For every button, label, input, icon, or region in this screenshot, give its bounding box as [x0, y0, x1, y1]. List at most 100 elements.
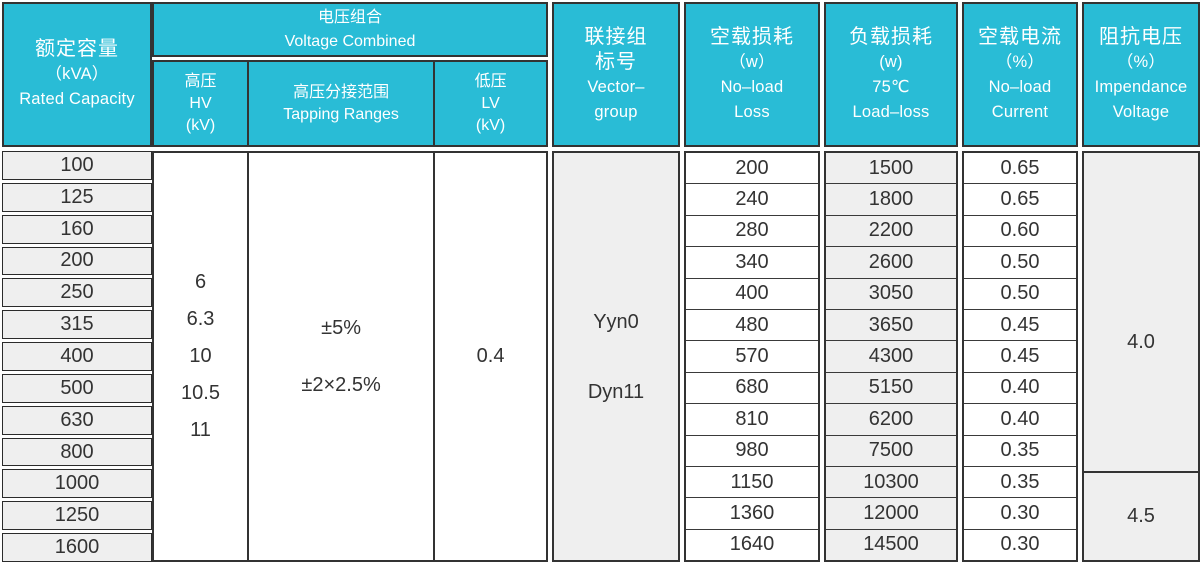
- capacity-cell: 1000: [2, 469, 152, 499]
- header-load-loss: 负载损耗 (w) 75℃ Load–loss: [824, 2, 958, 147]
- header-hv: 高压 HV (kV): [154, 62, 248, 145]
- no-load-loss-cell: 200: [735, 156, 769, 179]
- no-load-loss-cell: 980: [686, 434, 818, 466]
- load-loss-cell: 5150: [826, 371, 956, 403]
- capacity-cell: 400: [2, 342, 152, 371]
- voltage-body: 6 6.3 10 10.5 11 ±5% ±2×2.5% 0.4: [152, 151, 548, 562]
- load-loss-cell: 3050: [826, 277, 956, 309]
- header-voltage-combined-zh: 电压组合: [317, 8, 382, 26]
- load-loss-cell: 4300: [826, 340, 956, 371]
- header-lv-zh: 低压: [474, 72, 507, 90]
- no-load-current-cell: 0.45: [964, 340, 1076, 371]
- load-loss-cell: 2600: [826, 246, 956, 277]
- vector-group-value: Yyn0: [593, 310, 639, 333]
- capacity-cell: 1250: [2, 501, 152, 531]
- load-loss-cell: 6200: [826, 403, 956, 434]
- tapping-values: ±5% ±2×2.5%: [247, 153, 433, 560]
- header-load-loss-en: Load–loss: [852, 102, 930, 121]
- header-vector-zh2: 标号: [595, 50, 637, 73]
- capacity-cell: 630: [2, 405, 152, 435]
- load-loss-cell: 7500: [826, 434, 956, 466]
- no-load-loss-cell: 340: [686, 246, 818, 277]
- tapping-value: ±5%: [321, 316, 362, 339]
- column-no-load-loss: 空载损耗 （w） No–load Loss 200 240 280 340 400 480…: [684, 2, 820, 562]
- hv-value: 6.3: [186, 308, 215, 330]
- capacity-cell: 160: [2, 214, 152, 244]
- load-loss-cell: 1800: [826, 183, 956, 214]
- column-vector-group: 联接组 标号 Vector– group Yyn0 Dyn11: [552, 2, 680, 562]
- header-no-load-loss-en2: Loss: [734, 102, 770, 121]
- header-no-load-loss: 空载损耗 （w） No–load Loss: [684, 2, 820, 147]
- header-impedance: 阻抗电压 （%） Impendance Voltage: [1082, 2, 1200, 147]
- impedance-value-group1: 4.0: [1127, 331, 1155, 353]
- hv-value: 10.5: [181, 382, 220, 404]
- header-hv-unit: (kV): [185, 116, 216, 134]
- header-impedance-en1: Impendance: [1094, 77, 1188, 96]
- header-vector-en2: group: [594, 102, 638, 121]
- no-load-loss-cell: 1360: [686, 497, 818, 528]
- header-lv-en: LV: [481, 94, 500, 112]
- header-impedance-en2: Voltage: [1112, 102, 1170, 121]
- no-load-current-cell: 0.40: [964, 403, 1076, 434]
- no-load-loss-cell: 1150: [686, 465, 818, 497]
- no-load-current-cell: 0.60: [964, 214, 1076, 246]
- header-hv-zh: 高压: [184, 72, 217, 90]
- no-load-loss-cell: 810: [686, 403, 818, 434]
- load-loss-cell: 12000: [826, 497, 956, 528]
- no-load-loss-cell: 1640: [686, 528, 818, 560]
- no-load-current-cell: 0.30: [964, 497, 1076, 528]
- load-loss-cell: 2200: [826, 214, 956, 246]
- no-load-current-cell: 0.50: [964, 277, 1076, 309]
- capacity-cell: 100: [2, 151, 152, 180]
- no-load-current-cell: 0.35: [964, 465, 1076, 497]
- no-load-current-values: 0.65 0.65 0.60 0.50 0.50 0.45 0.45 0.40 0.40 0.35…: [962, 151, 1078, 562]
- header-rated-capacity-unit: （kVA）: [45, 65, 109, 83]
- header-no-load-current-en1: No–load: [988, 77, 1052, 96]
- no-load-current-cell: 0.65: [964, 183, 1076, 214]
- header-load-loss-unit: (w): [879, 52, 903, 71]
- header-no-load-current-en2: Current: [991, 102, 1049, 121]
- column-group-voltage-combined: 电压组合 Voltage Combined 高压 HV (kV) 高压分接范围 …: [152, 2, 548, 562]
- header-load-loss-zh: 负载损耗: [849, 25, 933, 48]
- no-load-loss-cell: 400: [686, 277, 818, 309]
- capacity-cell: 125: [2, 182, 152, 212]
- header-tapping-en: Tapping Ranges: [283, 105, 399, 123]
- no-load-loss-cell: 680: [686, 371, 818, 403]
- no-load-current-cell: 0.50: [964, 246, 1076, 277]
- load-loss-cell: 10300: [826, 465, 956, 497]
- hv-value: 10: [189, 345, 212, 367]
- hv-value: 6: [194, 271, 207, 293]
- capacity-cell: 250: [2, 278, 152, 308]
- header-no-load-loss-unit: （w）: [729, 52, 775, 71]
- header-no-load-current-unit: （%）: [995, 52, 1045, 71]
- header-no-load-loss-en1: No–load: [720, 77, 784, 96]
- impedance-values: 4.0 4.5: [1082, 151, 1200, 562]
- no-load-current-cell: 0.30: [964, 528, 1076, 560]
- header-voltage-combined-en: Voltage Combined: [284, 32, 416, 50]
- lv-value: 0.4: [476, 345, 505, 367]
- column-impedance-voltage: 阻抗电压 （%） Impendance Voltage 4.0 4.5: [1082, 2, 1200, 562]
- header-lv: 低压 LV (kV): [433, 62, 547, 145]
- capacity-cell: 500: [2, 373, 152, 403]
- header-rated-capacity-zh: 额定容量: [35, 38, 119, 60]
- header-rated-capacity: 额定容量 （kVA） Rated Capacity: [2, 2, 152, 147]
- header-load-loss-temp: 75℃: [872, 77, 910, 96]
- load-loss-cell: 14500: [826, 528, 956, 560]
- header-tapping-zh: 高压分接范围: [293, 83, 390, 101]
- load-loss-cell: 1500: [868, 156, 914, 179]
- vector-group-values: Yyn0 Dyn11: [552, 151, 680, 562]
- no-load-current-cell: 0.40: [964, 371, 1076, 403]
- column-rated-capacity: 额定容量 （kVA） Rated Capacity 100 125 160 200 25…: [2, 2, 152, 562]
- voltage-subheaders: 高压 HV (kV) 高压分接范围 Tapping Ranges 低压 LV (…: [152, 60, 548, 147]
- capacity-cell: 200: [2, 246, 152, 276]
- load-loss-cell: 3650: [826, 308, 956, 340]
- hv-values: 6 6.3 10 10.5 11: [154, 153, 247, 560]
- impedance-value-group2: 4.5: [1084, 470, 1198, 560]
- no-load-loss-cell: 280: [686, 214, 818, 246]
- header-vector-en1: Vector–: [587, 77, 645, 96]
- lv-value-cell: 0.4: [433, 153, 546, 560]
- column-no-load-current: 空载电流 （%） No–load Current 0.65 0.65 0.60 0.5…: [962, 2, 1078, 562]
- capacity-cell: 315: [2, 310, 152, 340]
- header-vector-group: 联接组 标号 Vector– group: [552, 2, 680, 147]
